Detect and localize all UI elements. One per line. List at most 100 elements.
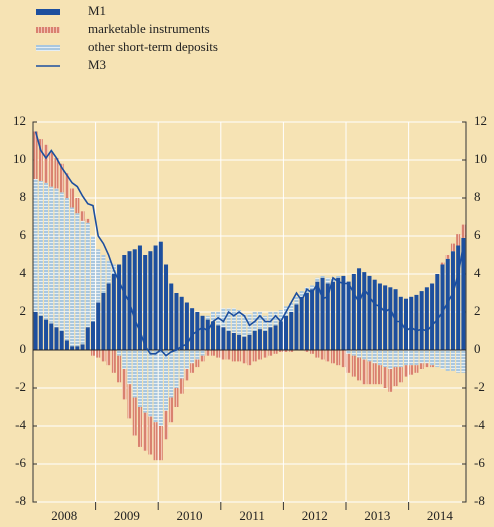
bar-marketable: [330, 350, 335, 364]
bar-deposits: [195, 350, 200, 360]
bar-marketable: [106, 350, 111, 366]
bar-marketable: [320, 350, 325, 360]
bar-marketable: [242, 350, 247, 364]
bar-marketable: [49, 152, 54, 187]
bar-marketable: [195, 359, 200, 368]
bar-m1: [450, 251, 455, 350]
bar-deposits: [237, 310, 242, 335]
bar-marketable: [409, 365, 414, 375]
bar-m1: [289, 312, 294, 350]
bar-m1: [143, 255, 148, 350]
bar-m1: [54, 327, 59, 350]
y-tick-label: 4: [20, 265, 27, 280]
bar-marketable: [445, 255, 450, 259]
bar-marketable: [80, 211, 85, 221]
bar-m1: [96, 302, 101, 350]
bar-marketable: [216, 350, 221, 358]
bar-marketable: [111, 350, 116, 373]
bar-deposits: [456, 350, 461, 373]
bar-m1: [80, 344, 85, 350]
bar-deposits: [325, 277, 330, 284]
y2-tick-label: 10: [474, 151, 487, 166]
bar-deposits: [351, 350, 356, 356]
bar-deposits: [85, 222, 90, 328]
legend-swatch: [36, 45, 60, 51]
bar-m1: [33, 312, 38, 350]
bar-m1: [362, 272, 367, 350]
bar-deposits: [393, 350, 398, 368]
bar-marketable: [278, 350, 283, 352]
bar-m1: [90, 321, 96, 350]
bar-deposits: [383, 350, 388, 368]
bar-deposits: [59, 192, 64, 331]
bar-marketable: [336, 350, 341, 366]
bar-marketable: [304, 350, 309, 352]
bar-deposits: [357, 350, 362, 358]
bar-m1: [205, 319, 210, 350]
bar-deposits: [409, 350, 414, 366]
bar-deposits: [169, 350, 174, 398]
bar-deposits: [33, 179, 38, 312]
bar-marketable: [143, 412, 148, 451]
y2-tick-label: 0: [474, 341, 481, 356]
bar-m1: [336, 277, 341, 350]
bar-m1: [127, 251, 132, 350]
bar-m1: [111, 274, 116, 350]
y-tick-label: 12: [13, 113, 26, 128]
bar-deposits: [419, 350, 424, 364]
x-tick-label: 2009: [114, 508, 140, 523]
bar-marketable: [362, 359, 367, 385]
y2-tick-label: 2: [474, 303, 481, 318]
bar-deposits: [200, 350, 205, 356]
bar-marketable: [383, 367, 388, 388]
bar-deposits: [75, 213, 80, 347]
bar-m1: [320, 277, 325, 350]
bar-m1: [351, 274, 356, 350]
bar-m1: [325, 283, 330, 350]
bar-deposits: [346, 350, 351, 354]
bar-marketable: [263, 350, 268, 358]
bar-marketable: [430, 365, 435, 368]
bar-deposits: [289, 302, 294, 312]
bar-marketable: [456, 234, 461, 246]
bar-deposits: [273, 312, 278, 326]
bar-m1: [137, 245, 142, 350]
y2-tick-label: -4: [474, 417, 485, 432]
bar-m1: [430, 283, 435, 350]
bar-marketable: [33, 131, 38, 179]
bar-m1: [153, 245, 158, 350]
bar-deposits: [143, 350, 148, 413]
bar-m1: [273, 325, 278, 350]
bar-deposits: [278, 310, 283, 322]
bar-m1: [101, 293, 106, 350]
bar-deposits: [153, 350, 158, 423]
bar-deposits: [101, 255, 106, 293]
bar-m1: [357, 268, 362, 350]
bar-m1: [310, 289, 315, 350]
y-tick-label: 8: [20, 189, 27, 204]
bar-marketable: [461, 224, 466, 238]
bar-deposits: [445, 350, 450, 371]
bar-m1: [70, 346, 75, 350]
bar-marketable: [273, 350, 278, 354]
bar-deposits: [122, 350, 127, 369]
bar-deposits: [148, 350, 153, 417]
bar-marketable: [393, 367, 398, 387]
x-tick-label: 2012: [302, 508, 328, 523]
bar-marketable: [289, 350, 294, 352]
bar-marketable: [226, 350, 231, 360]
bar-marketable: [148, 416, 153, 455]
bar-m1: [117, 264, 122, 350]
x-tick-label: 2013: [364, 508, 390, 523]
bar-deposits: [70, 207, 75, 347]
bar-marketable: [132, 397, 137, 436]
bar-m1: [252, 331, 257, 350]
bar-deposits: [184, 350, 189, 369]
bar-deposits: [461, 350, 466, 373]
bar-deposits: [435, 350, 440, 368]
bar-marketable: [341, 350, 346, 368]
bar-marketable: [257, 350, 262, 360]
bar-deposits: [80, 220, 85, 345]
legend-swatch: [36, 9, 60, 15]
